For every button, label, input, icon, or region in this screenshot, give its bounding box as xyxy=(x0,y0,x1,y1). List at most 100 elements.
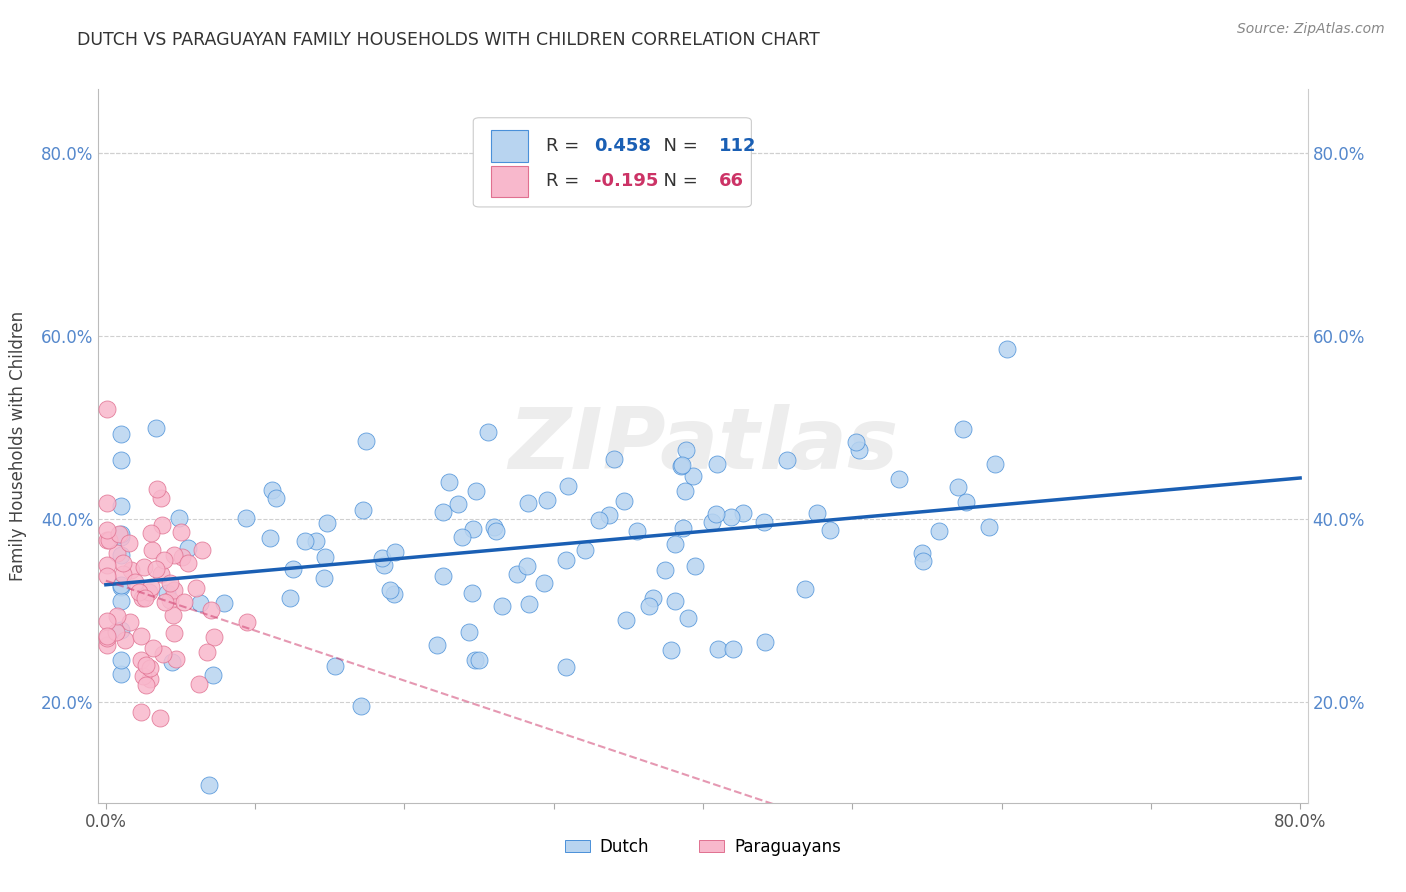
Text: R =: R = xyxy=(546,172,585,190)
Point xyxy=(202,630,225,644)
Point xyxy=(110,580,132,594)
Point xyxy=(451,530,474,544)
Point xyxy=(794,582,817,596)
Point xyxy=(110,526,132,541)
Point xyxy=(149,711,172,725)
Point xyxy=(911,546,934,560)
Point xyxy=(382,587,405,601)
Point xyxy=(141,580,163,594)
Point xyxy=(439,475,461,490)
Point xyxy=(96,614,118,628)
Point xyxy=(928,524,950,538)
Point xyxy=(138,585,160,599)
Point xyxy=(162,582,184,597)
Point xyxy=(110,578,132,592)
Point xyxy=(516,496,538,510)
Point xyxy=(664,537,686,551)
Point xyxy=(613,494,636,508)
Text: N =: N = xyxy=(652,137,704,155)
Point xyxy=(110,427,132,442)
Point xyxy=(118,536,141,550)
Point xyxy=(664,594,686,608)
Point xyxy=(485,524,508,538)
Point xyxy=(235,615,257,629)
Point xyxy=(112,556,135,570)
Point xyxy=(120,563,142,577)
Point xyxy=(574,542,596,557)
Y-axis label: Family Households with Children: Family Households with Children xyxy=(10,311,27,581)
Point xyxy=(304,534,326,549)
Point xyxy=(682,468,704,483)
Point xyxy=(314,549,336,564)
Point xyxy=(145,421,167,435)
Point xyxy=(145,562,167,576)
Point xyxy=(105,625,128,640)
Point xyxy=(984,457,1007,471)
Point xyxy=(350,698,373,713)
Point xyxy=(845,434,868,449)
Point xyxy=(461,586,484,600)
Point xyxy=(264,491,287,505)
FancyBboxPatch shape xyxy=(492,166,527,197)
Point xyxy=(378,583,401,598)
Point xyxy=(352,503,374,517)
Point xyxy=(96,629,118,643)
Point xyxy=(129,628,152,642)
Point xyxy=(463,522,485,536)
Point xyxy=(97,533,120,547)
Text: 0.458: 0.458 xyxy=(595,137,651,155)
Point xyxy=(720,509,742,524)
Point xyxy=(139,525,162,540)
Point xyxy=(163,625,186,640)
Point xyxy=(110,499,132,513)
Point xyxy=(685,558,707,573)
Text: ZIPatlas: ZIPatlas xyxy=(508,404,898,488)
Point xyxy=(259,531,281,545)
Point xyxy=(603,452,626,467)
Point xyxy=(150,566,173,581)
Point xyxy=(707,642,730,657)
Point xyxy=(491,599,513,613)
Point xyxy=(312,571,335,585)
Point xyxy=(533,575,555,590)
Point xyxy=(458,625,481,640)
Point xyxy=(977,520,1000,534)
Point xyxy=(673,483,696,498)
Point xyxy=(704,507,727,521)
Point xyxy=(517,597,540,611)
Point xyxy=(598,508,620,523)
Point xyxy=(200,603,222,617)
Point xyxy=(911,554,934,568)
Point xyxy=(163,549,186,563)
Point xyxy=(191,543,214,558)
Point xyxy=(671,459,693,474)
Point xyxy=(283,562,305,576)
Point xyxy=(588,513,610,527)
Point xyxy=(169,510,191,524)
Point xyxy=(110,530,132,544)
Point xyxy=(447,497,470,511)
Point xyxy=(153,553,176,567)
Text: 112: 112 xyxy=(718,137,756,155)
Point xyxy=(96,496,118,510)
Point xyxy=(818,523,841,537)
Point xyxy=(654,563,676,577)
Point xyxy=(114,633,136,648)
Point xyxy=(170,525,193,540)
Point xyxy=(235,511,257,525)
Point xyxy=(775,452,797,467)
Point xyxy=(131,591,153,605)
Point xyxy=(108,527,131,541)
Point xyxy=(150,518,173,533)
Point xyxy=(188,596,211,610)
Point xyxy=(354,434,377,448)
Point xyxy=(177,541,200,555)
Point xyxy=(146,482,169,496)
Point xyxy=(294,533,316,548)
Point xyxy=(110,653,132,667)
Point xyxy=(105,609,128,624)
Point xyxy=(96,558,118,573)
Point xyxy=(156,586,179,600)
Point xyxy=(110,548,132,562)
Point xyxy=(752,516,775,530)
